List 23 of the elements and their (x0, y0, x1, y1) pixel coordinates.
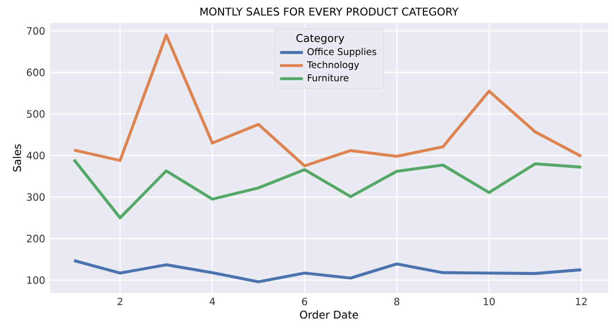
y-tick-label: 500 (26, 110, 45, 118)
y-axis-title: Sales (12, 144, 22, 172)
line-series (72, 259, 583, 284)
line-series (72, 158, 583, 220)
x-axis-title: Order Date (300, 310, 358, 319)
x-tick-label: 8 (394, 298, 400, 306)
x-tick-label: 12 (576, 298, 587, 306)
y-tick-label: 300 (26, 193, 45, 201)
line-series (72, 34, 583, 168)
x-tick-label: 6 (302, 298, 308, 306)
x-tick-label: 4 (210, 298, 215, 305)
legend-title: Category (296, 34, 344, 44)
x-tick-label: 2 (118, 298, 122, 306)
legend-label: Office Supplies (308, 48, 376, 57)
y-tick-label: 600 (26, 68, 45, 76)
x-tick-label: 10 (484, 298, 495, 306)
y-tick-label: 400 (26, 152, 45, 160)
y-tick-label: 100 (27, 276, 45, 284)
y-tick-label: 200 (26, 234, 45, 242)
legend-label: Technology (306, 61, 360, 70)
y-tick-label: 700 (27, 27, 45, 35)
chart-title: MONTLY SALES FOR EVERY PRODUCT CATEGORY (200, 8, 459, 16)
legend-label: Furniture (308, 74, 348, 82)
